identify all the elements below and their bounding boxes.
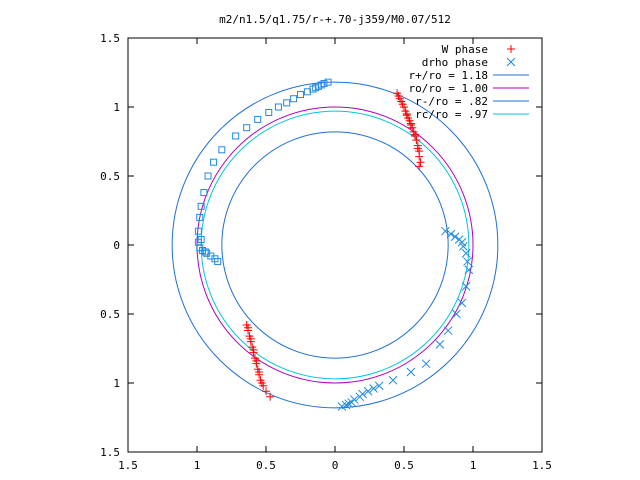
drho-phase-point [435, 340, 445, 349]
drho-phase-point [450, 232, 460, 242]
axis-ticks: 1.5 1 0.5 0 0.5 1 1.51.510.500.511.5 [100, 32, 552, 472]
square-marker-point [204, 172, 212, 180]
x-tick-label: 1 [470, 459, 477, 472]
W-phase-point [402, 111, 411, 120]
reference-circle [221, 131, 449, 359]
W-phase-point [252, 356, 261, 365]
drho-phase-point [374, 381, 384, 391]
square-marker-point [312, 84, 320, 92]
square-marker-point [210, 158, 218, 166]
drho-phase-point [388, 375, 398, 385]
drho-phase-point [461, 282, 471, 291]
square-marker-point [254, 115, 262, 123]
drho-phase-point [457, 298, 467, 308]
square-marker-point [324, 78, 332, 86]
drho-phase-point [369, 384, 378, 393]
W-phase-point [415, 162, 424, 171]
legend-label: drho phase [422, 56, 488, 69]
legend-label: ro/ro = 1.00 [409, 82, 488, 95]
W-phase-point [416, 158, 425, 167]
W-phase-point [246, 334, 255, 343]
W-phase-point [413, 144, 422, 153]
square-marker-point [196, 213, 204, 221]
drho-phase-point [358, 389, 367, 399]
square-marker-point [243, 124, 251, 132]
x-tick-label: 0.5 [394, 459, 414, 472]
reference-circle [171, 81, 499, 409]
square-marker-point [197, 235, 205, 243]
W-phase-point [398, 100, 407, 109]
drho-phase-point [441, 226, 450, 236]
drho-phase-point [349, 395, 359, 404]
y-tick-label: 1.5 [100, 446, 120, 459]
drho-phase-point [337, 402, 347, 411]
W-phase-point [266, 392, 275, 401]
drho-phase-point [461, 248, 471, 258]
data-points [194, 78, 474, 411]
W-phase-point [406, 120, 415, 129]
square-marker-point [290, 95, 298, 103]
y-tick-label: 1 [113, 101, 120, 114]
x-tick-label: 1.5 [532, 459, 552, 472]
square-marker-point [232, 132, 240, 140]
legend-marker [507, 45, 515, 53]
chart-title: m2/n1.5/q1.75/r-+.70-j359/M0.07/512 [219, 13, 451, 26]
W-phase-point [411, 130, 420, 139]
square-marker-point [297, 91, 304, 99]
square-marker-point [214, 258, 222, 266]
square-marker-point [274, 103, 282, 111]
W-phase-point [412, 136, 421, 145]
drho-phase-point [452, 309, 461, 319]
y-tick-label: 1.5 [100, 32, 120, 45]
y-tick-label: 0.5 [100, 170, 120, 183]
legend-label: r-/ro = .82 [415, 95, 488, 108]
drho-phase-point [446, 229, 456, 239]
square-marker-point [218, 146, 226, 154]
drho-phase-point [406, 367, 416, 377]
square-marker-point [197, 202, 205, 210]
x-tick-label: 1 [194, 459, 201, 472]
legend-label: rc/ro = .97 [415, 108, 488, 121]
drho-phase-point [458, 242, 468, 251]
square-marker-point [283, 99, 291, 107]
square-marker-point [200, 189, 208, 197]
W-phase-point [249, 345, 258, 354]
drho-phase-point [421, 359, 431, 369]
y-tick-label: 0 [113, 239, 120, 252]
reference-circle [196, 106, 474, 384]
drho-phase-point [363, 386, 373, 396]
x-tick-label: 0 [332, 459, 339, 472]
W-phase-point [255, 367, 264, 376]
x-tick-label: 1.5 [118, 459, 138, 472]
W-phase-point [244, 323, 253, 332]
legend-label: r+/ro = 1.18 [409, 69, 488, 82]
y-tick-label: 0.5 [100, 308, 120, 321]
square-marker-point [265, 109, 273, 117]
drho-phase-point [463, 257, 472, 266]
square-marker-point [201, 248, 209, 256]
x-tick-label: 0.5 [256, 459, 276, 472]
y-tick-label: 1 [113, 377, 120, 390]
drho-phase-point [443, 326, 453, 335]
square-marker-point [194, 227, 202, 235]
W-phase-point [394, 91, 403, 100]
drho-phase-point [344, 399, 354, 409]
reference-circle [200, 110, 470, 380]
reference-circles [171, 81, 499, 409]
legend-label: W phase [442, 43, 488, 56]
W-phase-point [257, 379, 266, 387]
legend-marker [506, 57, 516, 67]
W-phase-point [415, 152, 424, 161]
W-phase-point [262, 387, 270, 396]
drho-phase-point [464, 265, 474, 275]
square-marker-point [303, 88, 311, 96]
